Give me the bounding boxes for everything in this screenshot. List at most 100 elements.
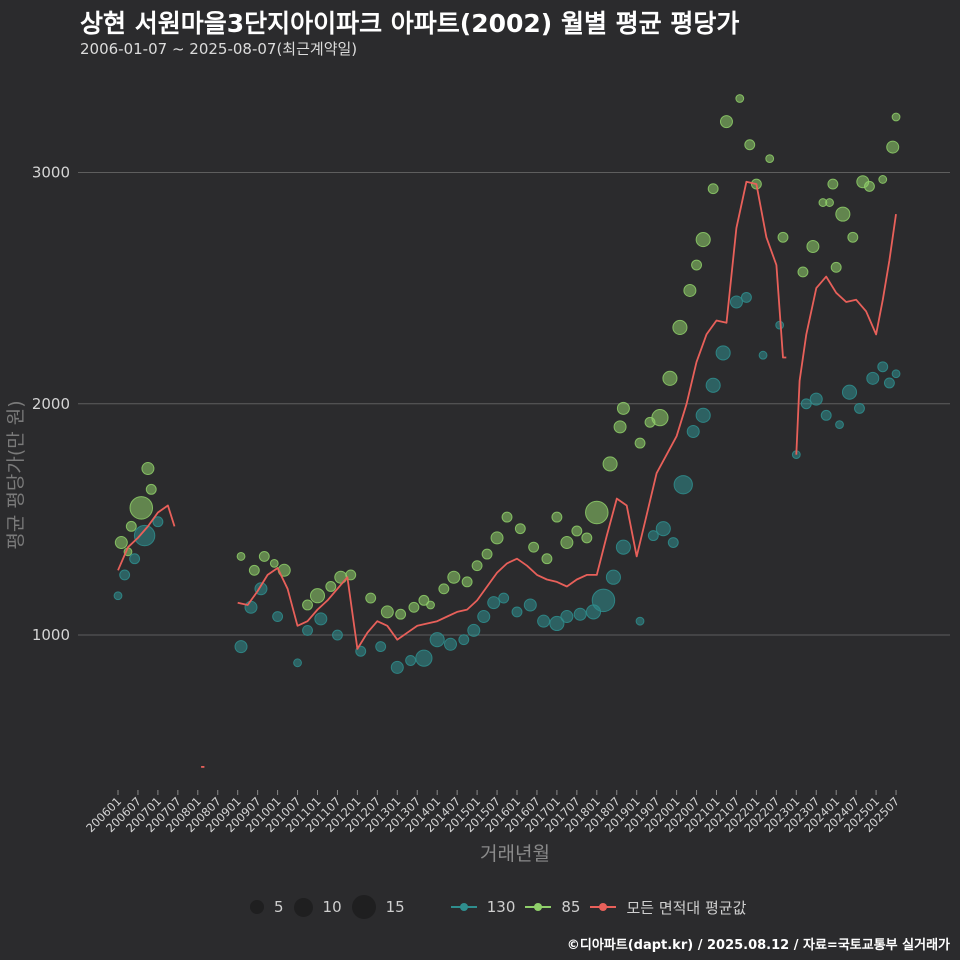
point-85 (864, 180, 875, 192)
point-130 (272, 611, 284, 622)
point-85 (248, 564, 260, 576)
point-85 (581, 532, 593, 544)
y-tick-label: 2000 (32, 395, 70, 413)
point-130 (800, 398, 812, 410)
point-130 (560, 610, 574, 624)
point-85 (672, 319, 688, 336)
point-130 (113, 591, 123, 601)
point-130 (667, 537, 679, 548)
point-130 (129, 553, 141, 565)
point-130 (854, 402, 865, 414)
point-85 (528, 541, 540, 553)
point-130 (405, 655, 417, 666)
point-85 (806, 240, 820, 254)
point-130 (635, 616, 645, 626)
average-line-segment-3 (795, 213, 897, 455)
point-130 (758, 350, 768, 360)
point-130 (293, 658, 302, 668)
average-line-segment-2 (237, 180, 787, 650)
point-85 (847, 231, 859, 243)
point-130 (686, 425, 700, 439)
point-130 (537, 614, 551, 628)
point-85 (551, 511, 563, 523)
point-130 (302, 624, 313, 636)
point-85 (461, 576, 473, 588)
point-85 (490, 531, 504, 545)
point-85 (426, 600, 435, 610)
point-130 (573, 607, 587, 621)
point-130 (820, 409, 832, 421)
point-85 (878, 175, 888, 184)
point-130 (695, 407, 711, 423)
point-130 (234, 640, 248, 654)
point-85 (501, 511, 513, 523)
average-line (117, 180, 897, 768)
point-130 (615, 539, 631, 555)
point-130 (375, 641, 387, 653)
point-130 (591, 588, 616, 613)
point-85 (541, 553, 553, 565)
legend-size-small-label: 5 (274, 898, 284, 916)
y-axis-label: 평균 평당가(만 원) (5, 400, 27, 549)
point-85 (602, 456, 618, 472)
point-85 (797, 266, 809, 278)
legend-size-large: 15 (351, 895, 405, 919)
point-130 (866, 371, 880, 385)
legend-size-small-circle (250, 900, 264, 914)
point-85 (334, 570, 348, 584)
point-85 (471, 560, 483, 572)
point-85 (634, 437, 646, 449)
point-130 (605, 569, 621, 585)
point-85 (560, 536, 574, 550)
legend-series-avg-label: 모든 면적대 평균값 (626, 898, 747, 917)
point-130 (477, 610, 491, 624)
legend-size-medium-label: 10 (322, 898, 342, 916)
point-85 (380, 605, 394, 619)
point-85 (325, 581, 337, 592)
point-130 (314, 612, 328, 626)
point-130 (883, 377, 895, 389)
legend-series-130-key (450, 900, 477, 914)
point-85 (777, 231, 789, 243)
point-85 (683, 283, 697, 297)
point-85 (886, 140, 900, 154)
average-line-segment-0 (117, 504, 176, 571)
point-130 (467, 623, 481, 637)
x-axis-label: 거래년월 (480, 843, 550, 865)
scatter-points (113, 94, 901, 674)
point-85 (662, 370, 678, 386)
x-tick-labels: 2006012006072007012007072008012008072009… (83, 790, 902, 835)
point-85 (695, 232, 711, 248)
point-130 (415, 649, 433, 667)
point-130 (647, 530, 659, 542)
point-130 (891, 369, 901, 379)
point-130 (487, 596, 501, 610)
point-85 (395, 608, 407, 620)
point-85 (744, 139, 756, 151)
point-130 (740, 291, 752, 303)
point-130 (332, 629, 343, 641)
point-85 (365, 592, 377, 604)
point-85 (481, 548, 493, 560)
point-130 (444, 637, 457, 651)
point-130 (133, 524, 156, 547)
legend-series-130: 130 (450, 898, 515, 916)
point-130 (511, 606, 523, 618)
point-85 (418, 594, 430, 606)
point-85 (145, 483, 157, 495)
point-85 (765, 154, 775, 164)
legend-series-85: 85 (525, 898, 580, 916)
point-130 (390, 660, 404, 674)
point-130 (705, 377, 721, 393)
point-130 (523, 598, 537, 612)
legend-series-avg: 모든 면적대 평균값 (590, 897, 746, 918)
y-tick-labels: 1000 2000 3000 (32, 164, 70, 645)
y-tick-label: 3000 (32, 164, 70, 182)
point-85 (835, 206, 851, 222)
point-85 (735, 94, 745, 103)
point-130 (655, 521, 671, 537)
point-85 (825, 198, 834, 207)
point-130 (835, 420, 844, 429)
legend-size-large-circle (351, 895, 376, 919)
point-130 (152, 516, 164, 528)
